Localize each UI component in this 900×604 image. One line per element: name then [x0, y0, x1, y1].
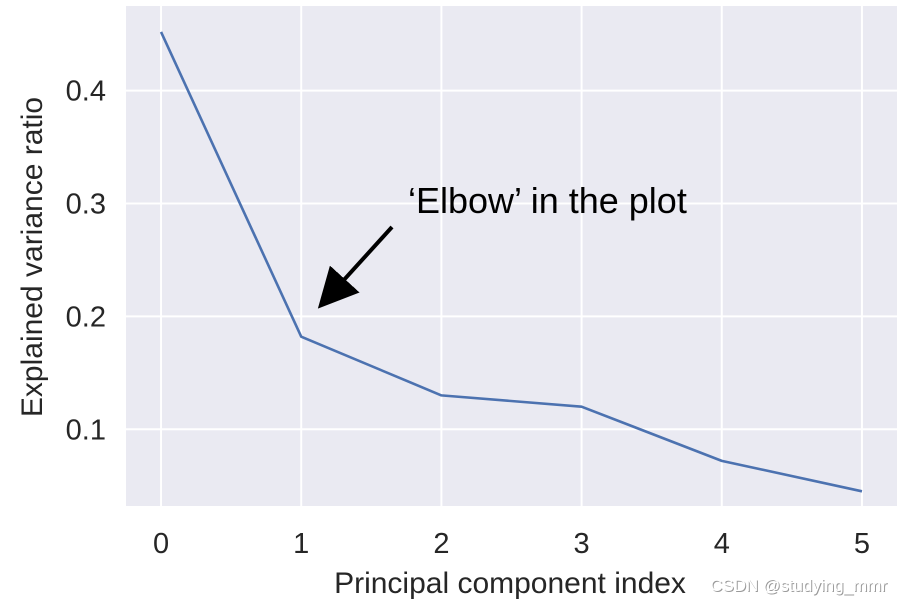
x-tick-label: 4	[714, 528, 730, 560]
x-tick-label: 3	[574, 528, 590, 560]
annotation-text: ‘Elbow’ in the plot	[408, 180, 687, 221]
grid	[126, 6, 897, 506]
x-tick-label: 5	[854, 528, 870, 560]
x-axis-label: Principal component index	[334, 567, 686, 600]
watermark-shadow: CSDN @studying_mmr	[711, 577, 888, 596]
series-layer	[159, 31, 863, 493]
y-tick-label: 0.1	[66, 414, 106, 446]
y-tick-label: 0.3	[66, 189, 106, 221]
watermark: CSDN @studying_mmr	[710, 576, 887, 595]
tick-labels: 0 1 2 3 4 5 0.1 0.2 0.3 0.4	[66, 76, 870, 560]
annotation-arrow	[317, 225, 394, 309]
series-line	[159, 31, 863, 493]
y-axis-label: Explained variance ratio	[16, 97, 49, 417]
plot-area	[126, 6, 897, 506]
y-tick-label: 0.2	[66, 301, 106, 333]
x-tick-label: 2	[433, 528, 449, 560]
x-tick-label: 1	[293, 528, 309, 560]
y-tick-label: 0.4	[66, 76, 106, 108]
x-tick-label: 0	[153, 528, 169, 560]
